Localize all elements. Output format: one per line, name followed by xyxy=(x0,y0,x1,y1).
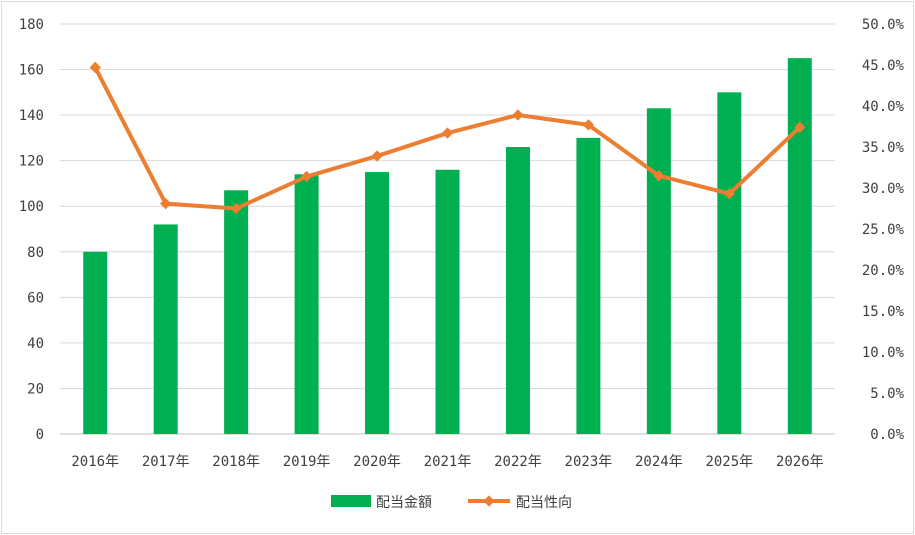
y-right-tick-label: 40.0% xyxy=(862,99,905,115)
x-tick-label: 2016年 xyxy=(71,454,119,470)
x-tick-label: 2021年 xyxy=(424,454,472,470)
bar xyxy=(224,190,249,434)
bar xyxy=(435,169,460,434)
y-left-tick-label: 0 xyxy=(36,427,44,443)
y-left-tick-label: 120 xyxy=(19,154,44,170)
y-right-tick-label: 0.0% xyxy=(870,427,904,443)
bar xyxy=(153,224,178,434)
x-tick-label: 2023年 xyxy=(565,454,613,470)
y-right-tick-label: 20.0% xyxy=(862,263,905,279)
line-series-payout-ratio xyxy=(89,61,806,215)
line-point-marker xyxy=(160,197,172,210)
line-point-marker xyxy=(371,150,383,162)
x-tick-label: 2025年 xyxy=(705,454,753,470)
x-tick-label: 2017年 xyxy=(142,454,190,470)
x-axis: 2016年 2017年 2018年 2019年 2020年 2021年 2022年 2023年… xyxy=(71,454,823,470)
y-left-tick-label: 80 xyxy=(27,245,44,261)
y-right-tick-label: 50.0% xyxy=(862,17,905,33)
y-left-tick-label: 140 xyxy=(19,108,44,124)
y-left-tick-label: 60 xyxy=(27,290,44,306)
line-point-marker xyxy=(512,109,524,121)
bar xyxy=(646,108,671,435)
x-tick-label: 2018年 xyxy=(212,454,260,470)
y-right-tick-label: 15.0% xyxy=(862,304,905,320)
y-right-tick-label: 10.0% xyxy=(862,345,905,361)
legend-swatch-dividend-amount xyxy=(331,495,371,507)
bar xyxy=(365,172,390,435)
line-point-marker xyxy=(441,127,454,139)
legend-label-payout-ratio: 配当性向 xyxy=(516,495,572,511)
y-axis-left: 0 20 40 60 80 100 120 140 160 180 xyxy=(19,17,44,443)
y-left-tick-label: 40 xyxy=(27,336,44,352)
bar xyxy=(294,174,319,435)
bar xyxy=(717,92,742,434)
bar xyxy=(576,137,601,434)
line-point-marker xyxy=(723,188,735,200)
legend-marker-payout-ratio xyxy=(483,495,495,507)
y-right-tick-label: 35.0% xyxy=(862,140,905,156)
line-point-marker xyxy=(653,170,665,182)
y-axis-right: 0.0% 5.0% 10.0% 15.0% 20.0% 25.0% 30.0% 35.0% 40… xyxy=(862,17,905,443)
y-right-tick-label: 5.0% xyxy=(870,386,904,402)
y-right-tick-label: 30.0% xyxy=(862,181,905,197)
y-right-tick-label: 25.0% xyxy=(862,222,905,238)
x-tick-label: 2026年 xyxy=(776,454,824,470)
bar-series-dividend-amount xyxy=(83,58,812,435)
y-left-tick-label: 160 xyxy=(19,63,44,79)
legend: 配当金額 配当性向 xyxy=(331,495,572,511)
legend-label-dividend-amount: 配当金額 xyxy=(376,495,432,511)
y-left-tick-label: 180 xyxy=(19,17,44,33)
bar xyxy=(83,251,108,434)
bar xyxy=(787,58,812,435)
line-point-marker xyxy=(300,170,313,183)
x-tick-label: 2020年 xyxy=(353,454,401,470)
y-left-tick-label: 100 xyxy=(19,199,44,215)
bar xyxy=(505,147,530,434)
x-tick-label: 2024年 xyxy=(635,454,683,470)
x-tick-label: 2019年 xyxy=(283,454,331,470)
x-tick-label: 2022年 xyxy=(494,454,542,470)
y-left-tick-label: 20 xyxy=(27,381,44,397)
line-point-marker xyxy=(230,202,242,215)
gridlines xyxy=(60,23,835,435)
y-right-tick-label: 45.0% xyxy=(862,58,905,74)
